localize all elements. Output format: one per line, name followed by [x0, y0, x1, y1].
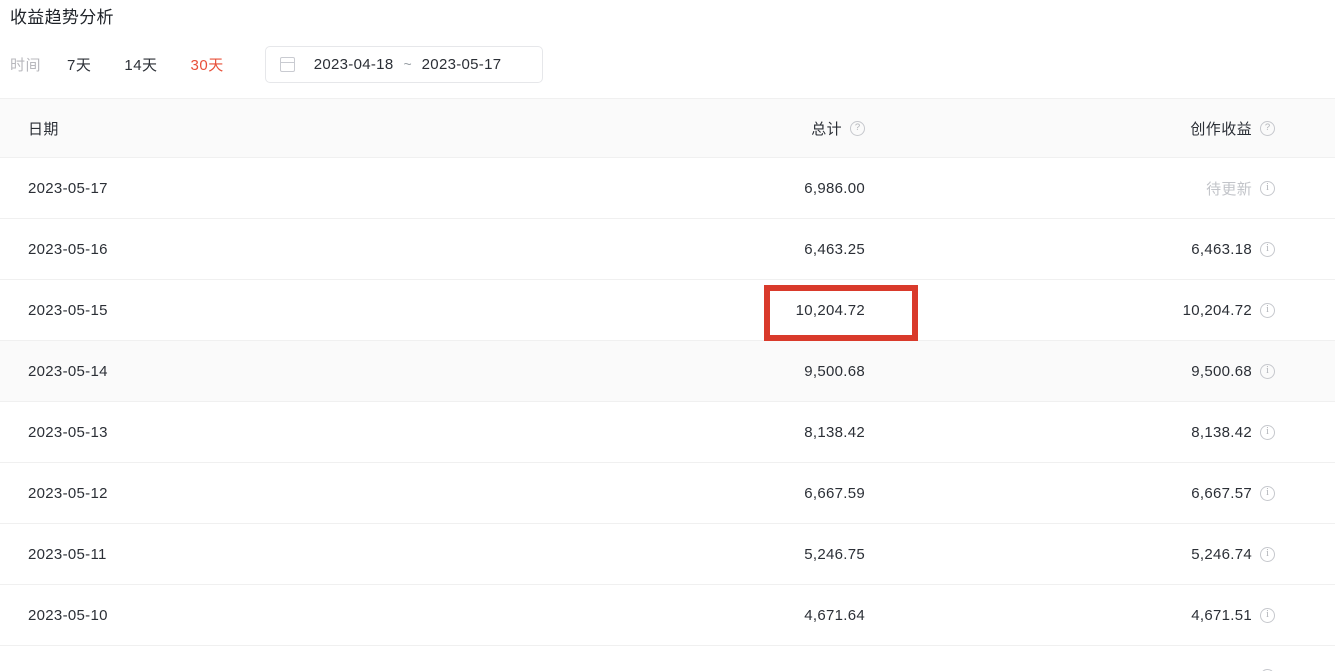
date-range-start: 2023-04-18	[313, 55, 394, 73]
cell-creator: 10,204.72 i	[1183, 280, 1275, 340]
info-circle-icon[interactable]: i	[1260, 180, 1275, 196]
table-header-row: 日期 总计 ? 创作收益 ?	[0, 98, 1335, 158]
cell-creator: 6,463.18 i	[1191, 219, 1275, 279]
cell-creator: 5,246.74 i	[1191, 524, 1275, 584]
cell-date: 2023-05-17	[28, 158, 108, 218]
cell-creator-value: 5,246.74	[1191, 545, 1252, 563]
cell-creator-value: 9,500.68	[1191, 362, 1252, 380]
cell-creator-value: 6,463.18	[1191, 240, 1252, 258]
page-title: 收益趋势分析	[10, 8, 114, 27]
cell-creator: 6,667.57 i	[1191, 463, 1275, 523]
time-filter-label: 时间	[10, 56, 42, 74]
cell-total-value: 4,671.64	[804, 606, 865, 624]
cell-total: 5,246.75	[804, 524, 865, 584]
cell-total-value: 6,986.00	[804, 179, 865, 197]
column-header-total: 总计 ?	[811, 99, 865, 157]
cell-date-value: 2023-05-12	[28, 484, 108, 502]
cell-total: 9,500.68	[804, 341, 865, 401]
cell-date-value: 2023-05-17	[28, 179, 108, 197]
cell-date-value: 2023-05-14	[28, 362, 108, 380]
date-range-picker[interactable]: 2023-04-18 ~ 2023-05-17	[264, 45, 543, 83]
cell-date: 2023-05-16	[28, 219, 108, 279]
info-circle-icon[interactable]: i	[1260, 363, 1275, 379]
table-row[interactable]: 2023-05-09 4,094.70 4,094.70 i	[0, 646, 1335, 671]
question-circle-icon[interactable]: ?	[850, 120, 865, 136]
cell-date-value: 2023-05-09	[28, 668, 108, 671]
cell-total-value: 9,500.68	[804, 362, 865, 380]
cell-total: 4,671.64	[804, 585, 865, 645]
cell-total: 6,986.00	[804, 158, 865, 218]
cell-date-value: 2023-05-13	[28, 423, 108, 441]
question-circle-icon[interactable]: ?	[1260, 120, 1275, 136]
column-header-creator: 创作收益 ?	[1190, 99, 1275, 157]
cell-creator-value: 6,667.57	[1191, 484, 1252, 502]
info-circle-icon[interactable]: i	[1260, 424, 1275, 440]
range-tab-14d[interactable]: 14天	[124, 56, 158, 74]
cell-creator: 4,094.70 i	[1191, 646, 1275, 671]
table-row[interactable]: 2023-05-10 4,671.64 4,671.51 i	[0, 585, 1335, 646]
cell-creator-value: 8,138.42	[1191, 423, 1252, 441]
table-row[interactable]: 2023-05-12 6,667.59 6,667.57 i	[0, 463, 1335, 524]
info-circle-icon[interactable]: i	[1260, 546, 1275, 562]
table-row[interactable]: 2023-05-17 6,986.00 待更新 i	[0, 158, 1335, 219]
cell-creator-value: 4,671.51	[1191, 606, 1252, 624]
cell-total: 8,138.42	[804, 402, 865, 462]
time-filter-bar: 时间 7天 14天 30天 2023-04-18 ~ 2023-05-17	[10, 45, 543, 83]
cell-creator: 4,671.51 i	[1191, 585, 1275, 645]
cell-date: 2023-05-15	[28, 280, 108, 340]
cell-creator-value: 待更新	[1206, 180, 1252, 198]
cell-total-value: 6,667.59	[804, 484, 865, 502]
cell-date: 2023-05-09	[28, 646, 108, 671]
cell-total-value: 8,138.42	[804, 423, 865, 441]
column-header-creator-label: 创作收益	[1190, 120, 1252, 138]
date-range-end: 2023-05-17	[421, 55, 502, 73]
table-row[interactable]: 2023-05-13 8,138.42 8,138.42 i	[0, 402, 1335, 463]
cell-total: 6,463.25	[804, 219, 865, 279]
calendar-icon	[279, 56, 295, 72]
table-row[interactable]: 2023-05-15 10,204.72 10,204.72 i	[0, 280, 1335, 341]
cell-date-value: 2023-05-15	[28, 301, 108, 319]
cell-date-value: 2023-05-10	[28, 606, 108, 624]
date-range-separator: ~	[403, 56, 412, 72]
cell-date: 2023-05-12	[28, 463, 108, 523]
info-circle-icon[interactable]: i	[1260, 241, 1275, 257]
cell-date: 2023-05-14	[28, 341, 108, 401]
info-circle-icon[interactable]: i	[1260, 607, 1275, 623]
range-tab-7d[interactable]: 7天	[67, 56, 92, 74]
column-header-date-label: 日期	[28, 120, 59, 138]
cell-creator-value: 4,094.70	[1191, 668, 1252, 671]
cell-creator-value: 10,204.72	[1182, 301, 1252, 319]
table-row[interactable]: 2023-05-11 5,246.75 5,246.74 i	[0, 524, 1335, 585]
cell-date: 2023-05-10	[28, 585, 108, 645]
cell-date: 2023-05-13	[28, 402, 108, 462]
cell-total: 10,204.72	[796, 280, 865, 340]
cell-total-value: 10,204.72	[795, 301, 865, 319]
info-circle-icon[interactable]: i	[1260, 302, 1275, 318]
cell-total-value: 4,094.70	[804, 668, 865, 671]
cell-creator: 待更新 i	[1206, 158, 1275, 218]
cell-total: 6,667.59	[804, 463, 865, 523]
earnings-table: 日期 总计 ? 创作收益 ? 2023-05-17 6,986.00 待更新 i	[0, 98, 1335, 671]
cell-date-value: 2023-05-16	[28, 240, 108, 258]
cell-creator: 9,500.68 i	[1191, 341, 1275, 401]
cell-total: 4,094.70	[804, 646, 865, 671]
info-circle-icon[interactable]: i	[1260, 485, 1275, 501]
column-header-total-label: 总计	[811, 120, 842, 138]
range-tab-30d[interactable]: 30天	[190, 56, 224, 74]
cell-total-value: 5,246.75	[804, 545, 865, 563]
cell-date-value: 2023-05-11	[28, 545, 107, 563]
cell-creator: 8,138.42 i	[1191, 402, 1275, 462]
cell-total-value: 6,463.25	[804, 240, 865, 258]
cell-date: 2023-05-11	[28, 524, 107, 584]
table-row[interactable]: 2023-05-16 6,463.25 6,463.18 i	[0, 219, 1335, 280]
table-row[interactable]: 2023-05-14 9,500.68 9,500.68 i	[0, 341, 1335, 402]
column-header-date: 日期	[28, 99, 59, 157]
